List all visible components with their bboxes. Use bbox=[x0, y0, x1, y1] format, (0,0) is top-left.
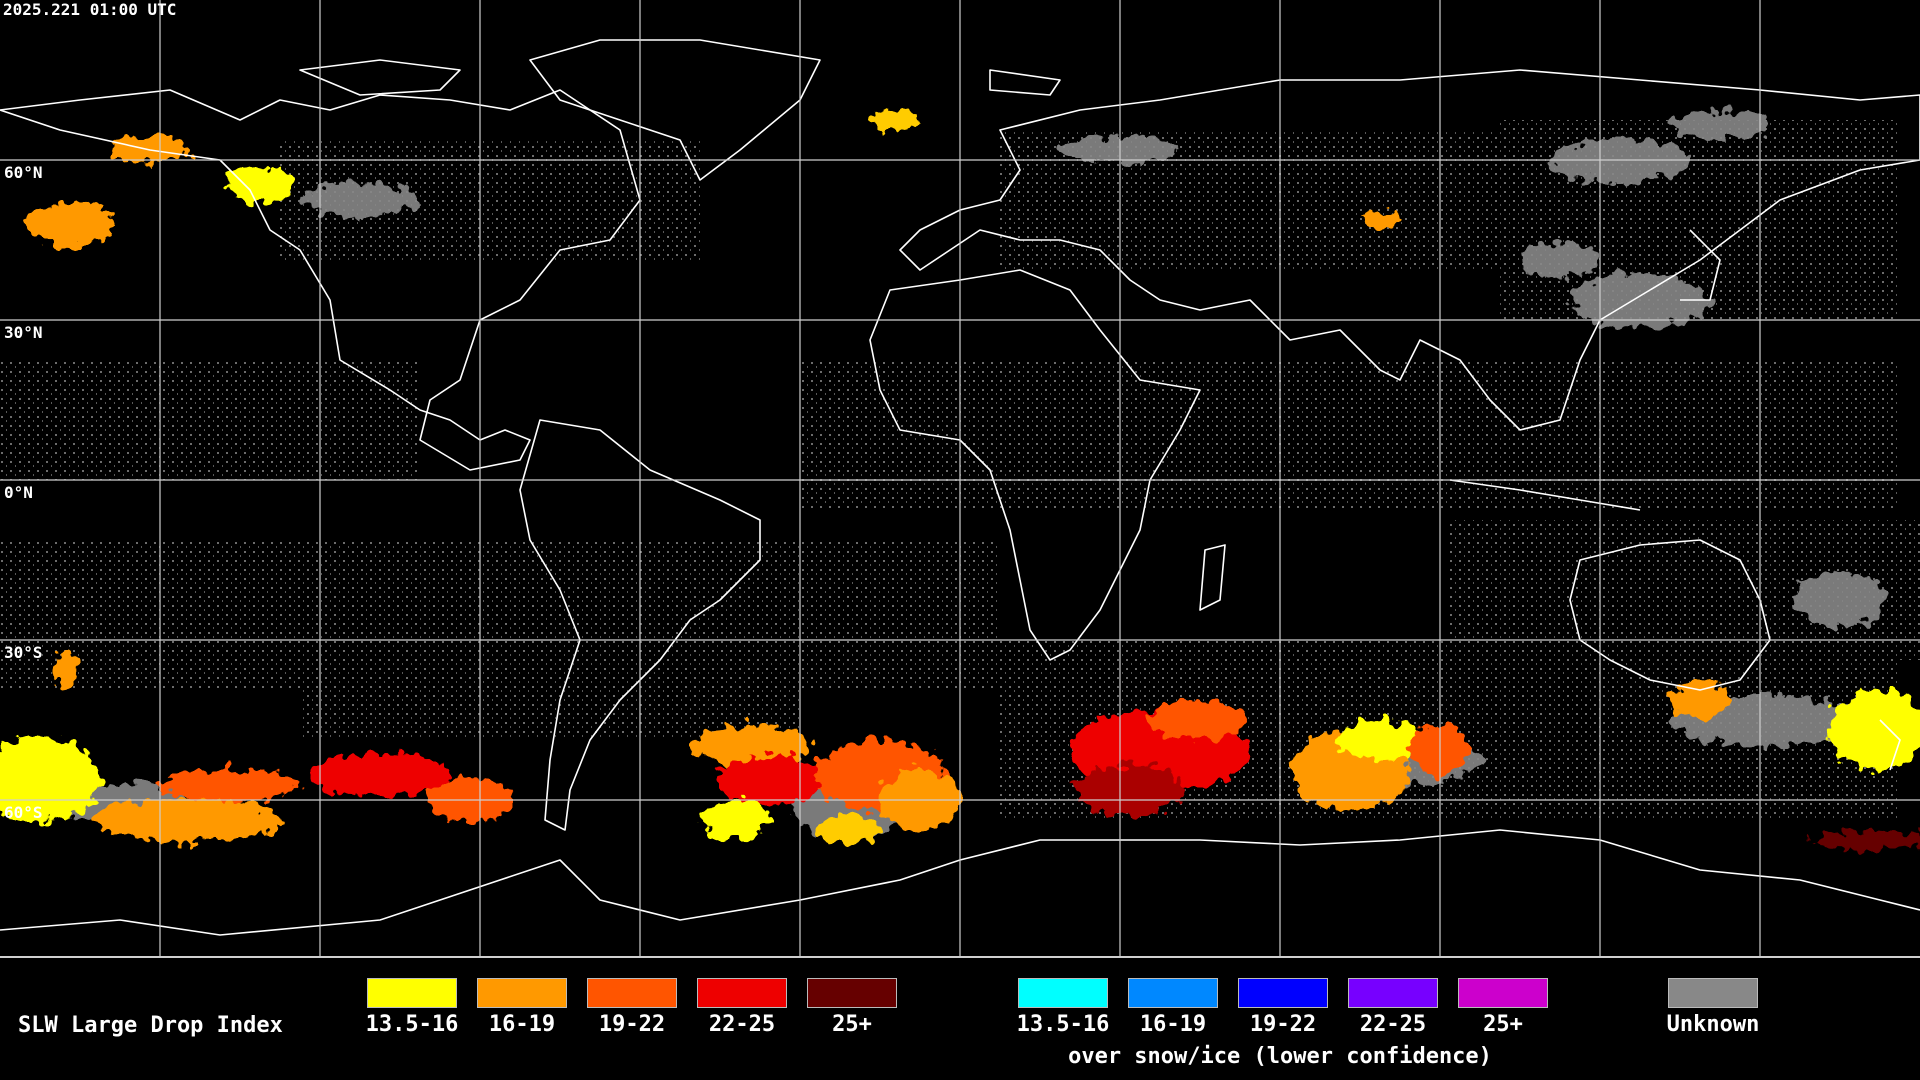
snow-note: over snow/ice (lower confidence) bbox=[1068, 1044, 1492, 1069]
label-25plus: 25+ bbox=[832, 1012, 872, 1037]
lat-label-30s: 30°S bbox=[4, 643, 43, 662]
graticule bbox=[0, 0, 1920, 956]
lat-label-30n: 30°N bbox=[4, 323, 43, 342]
unknown-swatch bbox=[1668, 978, 1758, 1008]
snow-label-22-25: 22-25 bbox=[1359, 1012, 1427, 1037]
map-canvas bbox=[0, 0, 1920, 960]
coastlines bbox=[0, 39, 1920, 936]
snow-swatch-13-16 bbox=[1018, 978, 1108, 1008]
label-22-25: 22-25 bbox=[708, 1012, 776, 1037]
snow-swatch-16-19 bbox=[1128, 978, 1218, 1008]
lat-label-0n: 0°N bbox=[4, 483, 33, 502]
label-19-22: 19-22 bbox=[598, 1012, 666, 1037]
snow-swatch-19-22 bbox=[1238, 978, 1328, 1008]
slw-north bbox=[25, 110, 1400, 247]
lat-label-60n: 60°N bbox=[4, 163, 43, 182]
swatch-13-16 bbox=[367, 978, 457, 1008]
label-13-16: 13.5-16 bbox=[365, 1012, 459, 1037]
timestamp: 2025.221 01:00 UTC bbox=[3, 0, 177, 19]
label-16-19: 16-19 bbox=[488, 1012, 556, 1037]
snow-label-25plus: 25+ bbox=[1483, 1012, 1523, 1037]
swatch-22-25 bbox=[697, 978, 787, 1008]
lat-label-60s: 60°S bbox=[4, 803, 43, 822]
swatch-19-22 bbox=[587, 978, 677, 1008]
snow-label-16-19: 16-19 bbox=[1139, 1012, 1207, 1037]
snow-swatch-22-25 bbox=[1348, 978, 1438, 1008]
legend bbox=[0, 960, 1920, 1080]
legend-title: SLW Large Drop Index bbox=[18, 1013, 283, 1038]
swatch-25plus bbox=[807, 978, 897, 1008]
unknown-label: Unknown bbox=[1666, 1012, 1760, 1037]
snow-label-13-16: 13.5-16 bbox=[1016, 1012, 1110, 1037]
snow-label-19-22: 19-22 bbox=[1249, 1012, 1317, 1037]
swatch-16-19 bbox=[477, 978, 567, 1008]
snow-swatch-25plus bbox=[1458, 978, 1548, 1008]
